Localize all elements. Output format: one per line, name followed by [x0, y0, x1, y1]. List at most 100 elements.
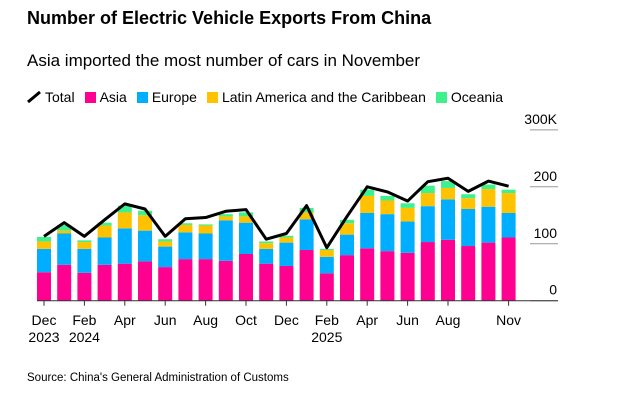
bar-latin — [501, 193, 516, 213]
bar-europe — [117, 228, 132, 264]
bar-latin — [57, 230, 72, 234]
source-note: Source: China's General Administration o… — [27, 372, 289, 384]
bar-latin — [198, 225, 213, 234]
bar-asia — [138, 261, 152, 301]
legend-item-asia: Asia — [84, 89, 127, 105]
bar-asia — [380, 251, 395, 301]
y-tick-label: 300K — [524, 111, 557, 127]
bar-oceania — [37, 236, 51, 242]
bar-asia — [441, 239, 455, 301]
bar-asia — [279, 265, 294, 301]
bar-europe — [178, 232, 193, 260]
bar-latin — [380, 200, 395, 215]
bar-latin — [259, 243, 274, 249]
bar-oceania — [158, 239, 173, 242]
bar-asia — [299, 250, 314, 301]
bar-asia — [158, 267, 173, 301]
bar-latin — [178, 224, 193, 233]
x-tick-label: Apr — [114, 312, 136, 328]
bar-oceania — [441, 181, 455, 188]
bar-asia — [218, 260, 233, 301]
bar-oceania — [218, 214, 233, 217]
bar-asia — [117, 263, 132, 301]
bar-latin — [299, 212, 314, 220]
bar-latin — [481, 189, 496, 207]
bar-asia — [501, 237, 516, 301]
bar-oceania — [198, 224, 213, 226]
bar-asia — [198, 259, 213, 301]
x-tick-label: Aug — [193, 312, 218, 328]
x-tick-year: 2025 — [311, 329, 342, 345]
bar-latin — [77, 242, 92, 249]
line-swatch-icon — [27, 91, 41, 103]
swatch — [84, 91, 96, 103]
bar-europe — [77, 248, 92, 273]
bar-oceania — [97, 222, 112, 226]
y-tick-label: 0 — [549, 282, 557, 298]
bar-europe — [360, 212, 375, 249]
bar-asia — [77, 272, 92, 301]
legend-label: Total — [45, 89, 75, 105]
bar-asia — [57, 264, 72, 301]
bar-latin — [279, 237, 294, 243]
swatch — [136, 91, 148, 103]
bar-europe — [420, 206, 435, 243]
bar-europe — [259, 248, 274, 264]
bar-oceania — [481, 184, 496, 190]
bar-europe — [400, 221, 415, 253]
bar-europe — [319, 256, 334, 274]
x-tick-label: Dec — [274, 312, 299, 328]
bar-europe — [239, 222, 253, 255]
bar-asia — [37, 272, 51, 301]
bar-latin — [117, 212, 132, 229]
x-tick-label: Jun — [154, 312, 177, 328]
legend-item-latam: Latin America and the Caribbean — [206, 89, 426, 105]
bar-latin — [97, 225, 112, 238]
bar-latin — [340, 223, 354, 235]
x-tick-label: Nov — [496, 312, 521, 328]
legend-label: Oceania — [450, 89, 504, 105]
bar-asia — [400, 252, 415, 301]
x-tick-year: 2023 — [28, 329, 59, 345]
bar-europe — [340, 234, 354, 256]
legend: Total Asia Europe Latin America and the … — [27, 89, 503, 105]
bar-asia — [259, 263, 274, 301]
bar-europe — [57, 233, 72, 265]
bar-europe — [461, 209, 476, 247]
bar-oceania — [138, 210, 152, 216]
bar-oceania — [501, 189, 516, 194]
bar-oceania — [259, 241, 274, 244]
legend-item-europe: Europe — [136, 89, 197, 105]
legend-label: Asia — [99, 89, 127, 105]
bar-europe — [441, 199, 455, 240]
bar-asia — [481, 242, 496, 301]
y-tick-label: 100 — [534, 225, 558, 241]
x-tick-label: Aug — [436, 312, 461, 328]
bar-europe — [218, 220, 233, 261]
bar-latin — [360, 195, 375, 213]
bar-oceania — [360, 189, 375, 196]
swatch — [435, 91, 447, 103]
bar-europe — [481, 206, 496, 243]
bar-asia — [319, 273, 334, 301]
bar-oceania — [340, 219, 354, 224]
x-tick-label: Feb — [72, 312, 96, 328]
bar-latin — [37, 241, 51, 249]
legend-item-oceania: Oceania — [435, 89, 504, 105]
bar-latin — [441, 187, 455, 200]
bar-europe — [37, 248, 51, 273]
legend-label: Europe — [151, 89, 197, 105]
bar-latin — [400, 207, 415, 222]
x-tick-label: Apr — [356, 312, 378, 328]
bar-oceania — [117, 205, 132, 213]
bar-latin — [218, 216, 233, 221]
bar-asia — [360, 248, 375, 301]
x-tick-year: 2024 — [69, 329, 100, 345]
bar-asia — [178, 259, 193, 301]
bar-oceania — [57, 224, 72, 231]
bar-oceania — [420, 185, 435, 194]
bar-europe — [97, 237, 112, 265]
bar-europe — [299, 219, 314, 251]
bar-latin — [319, 250, 334, 257]
x-tick-label: Jun — [396, 312, 419, 328]
